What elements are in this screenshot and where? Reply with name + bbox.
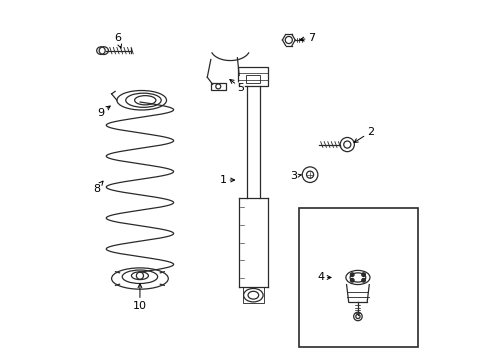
Text: 3: 3 — [290, 171, 301, 181]
Bar — [299, 208, 417, 347]
Circle shape — [350, 279, 353, 282]
Text: 10: 10 — [133, 284, 146, 311]
Bar — [238, 67, 268, 86]
Text: 1: 1 — [219, 175, 234, 185]
Text: 6: 6 — [114, 33, 122, 48]
Text: 5: 5 — [229, 80, 244, 93]
Circle shape — [361, 279, 365, 282]
Text: 8: 8 — [93, 181, 103, 194]
Text: 4: 4 — [317, 273, 330, 283]
Text: 2: 2 — [353, 127, 373, 143]
Bar — [242, 287, 264, 303]
Text: 9: 9 — [97, 106, 110, 118]
Circle shape — [350, 273, 353, 276]
Circle shape — [361, 273, 365, 276]
Bar — [210, 83, 225, 90]
Bar — [246, 76, 260, 82]
Text: 7: 7 — [300, 33, 315, 43]
